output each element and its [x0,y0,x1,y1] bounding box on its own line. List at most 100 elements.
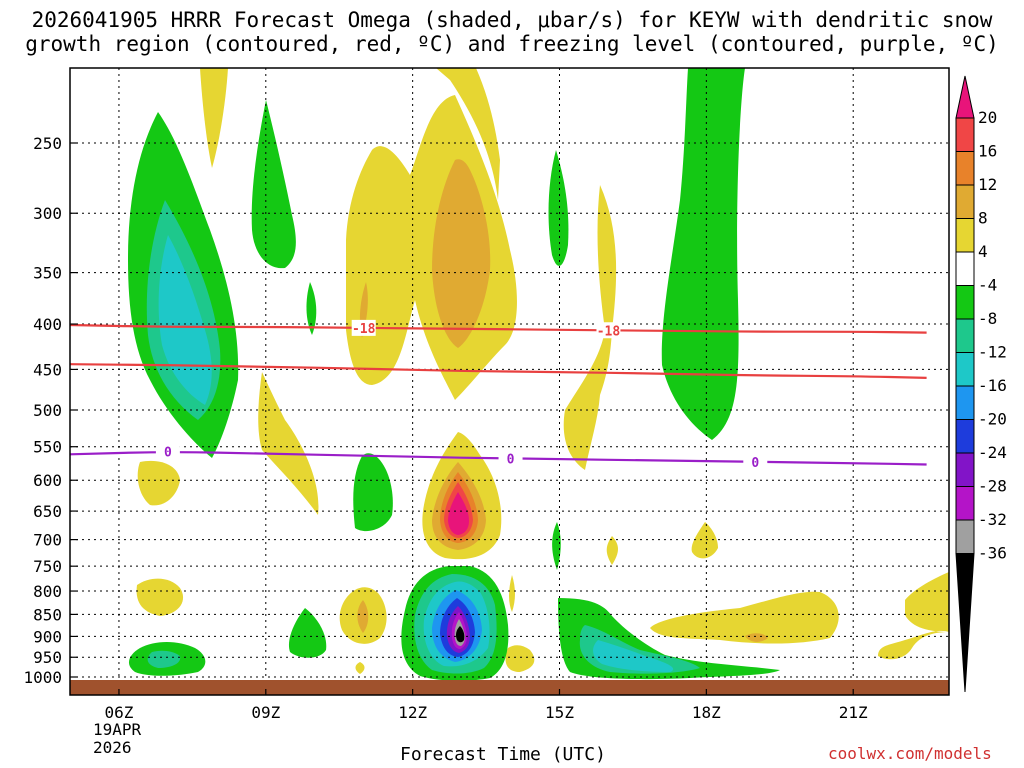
grid-lines [70,68,949,680]
contour-line [69,363,927,379]
omega-region-rising [563,185,617,470]
omega-region-moderate [357,600,369,633]
omega-region-extreme [448,492,469,535]
colorbar-label: -8 [978,309,997,328]
colorbar-cap-bottom [955,553,975,693]
contour-label-bg [498,450,523,467]
omega-colorbar: 20 16 12 8 4 -4 -8 -12 -16 -20 -24 -28 -32 -36 [955,75,1007,693]
x-tick-label: 21Z [839,703,868,722]
y-tick-label: 700 [33,531,62,550]
omega-region-rising [505,645,535,672]
ground-surface [70,680,949,695]
omega-region-rising [137,460,180,506]
colorbar-cap-top [955,75,975,119]
omega-region-sinking [661,68,745,440]
pressure-axis: 250 300 350 400 450 500 550 600 650 700 750 800 850 9… [23,134,78,687]
omega-region-rising [136,578,184,616]
y-tick-label: 900 [33,627,62,646]
omega-region-sinking [158,235,212,405]
omega-region-sinking [353,453,393,532]
temperature-contours: -18 -18 0 0 0 [69,319,927,471]
omega-region-sinking [548,150,569,266]
colorbar-bin [955,218,975,253]
x-tick-label: 06Z [104,703,133,722]
colorbar-bin [955,184,975,219]
x-tick-label: 12Z [398,703,427,722]
colorbar-bin [955,318,975,353]
colorbar-label: 16 [978,142,997,161]
y-tick-label: 250 [33,134,62,153]
colorbar-bin [955,117,975,152]
time-axis: 06Z 09Z 12Z 15Z 18Z 21Z [104,689,868,722]
omega-region-sinking [288,608,327,658]
contour-label: 0 [164,446,172,461]
contour-line [69,323,927,334]
y-tick-label: 950 [33,648,62,667]
colorbar-label: -12 [978,343,1007,362]
colorbar-bin [955,519,975,554]
date-label-day: 19APR [93,720,142,739]
colorbar-bin [955,385,975,420]
omega-region-rising [355,662,365,674]
omega-region-sinking [552,522,561,570]
colorbar-label: -36 [978,544,1007,563]
plot-frame [69,67,950,696]
colorbar-bin [955,452,975,487]
y-tick-label: 750 [33,557,62,576]
colorbar-label: -28 [978,477,1007,496]
y-tick-label: 400 [33,315,62,334]
omega-region-moderate [745,633,768,642]
colorbar-label: 20 [978,108,997,127]
contour-label: -18 [597,324,621,339]
y-tick-label: 500 [33,401,62,420]
y-tick-label: 1000 [23,668,62,687]
omega-region-rising [878,572,949,660]
x-tick-label: 18Z [692,703,721,722]
omega-region-moderate [432,159,491,348]
y-tick-label: 650 [33,502,62,521]
x-axis-title: Forecast Time (UTC) [400,744,606,765]
contour-label: 0 [751,456,759,471]
omega-region-rising [436,68,500,200]
y-tick-label: 350 [33,264,62,283]
omega-region-rising [606,536,618,565]
omega-region-rising [509,575,515,612]
contour-label-bg [351,319,376,336]
y-tick-label: 850 [33,605,62,624]
y-tick-label: 300 [33,204,62,223]
source-credit: coolwx.com/models [828,744,992,763]
contour-label: 0 [507,452,515,467]
contour-line [69,451,927,466]
contour-label-bg [155,443,180,460]
colorbar-label: -4 [978,276,997,295]
colorbar-bin [955,419,975,454]
omega-region-rising [691,522,718,559]
colorbar-label: -20 [978,410,1007,429]
date-label-year: 2026 [93,738,132,757]
omega-region-rising [200,68,228,168]
colorbar-label: 8 [978,209,988,228]
y-tick-label: 600 [33,471,62,490]
x-tick-label: 15Z [545,703,574,722]
y-tick-label: 800 [33,582,62,601]
colorbar-label: -24 [978,443,1007,462]
x-tick-label: 09Z [251,703,280,722]
omega-shading [128,68,949,681]
omega-region-sinking [147,650,181,668]
contour-label: -18 [352,322,376,337]
colorbar-label: 4 [978,242,988,261]
omega-region-sinking [251,100,296,269]
colorbar-bin [955,486,975,521]
colorbar-bin [955,352,975,387]
omega-region-sinking [456,626,465,643]
colorbar-label: -32 [978,510,1007,529]
y-tick-label: 550 [33,438,62,457]
colorbar-bin [955,285,975,320]
contour-label-bg [743,453,768,470]
chart-title-line-2: growth region (contoured, red, ºC) and f… [25,32,999,56]
colorbar-bin [955,151,975,186]
omega-region-rising [650,591,839,644]
contour-label-bg [596,322,621,339]
omega-region-rising [258,372,319,515]
